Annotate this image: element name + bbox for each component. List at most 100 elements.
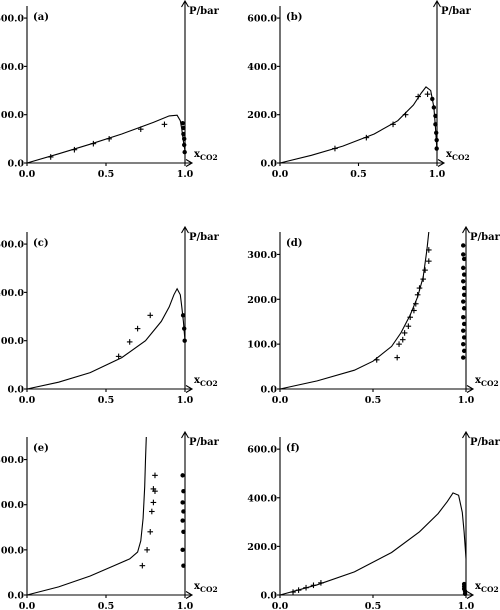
panel-d: 0.0 0.5 1.0 0.0 100.0 200.0 300.0 (d) P/bar xCO2 bbox=[247, 225, 500, 406]
liquid-point bbox=[137, 126, 144, 132]
panel-a: 0.0 0.5 1.0 0.0 200.0 400.0 600.0 (a) P/bar xCO2 bbox=[0, 0, 220, 180]
x-axis-arrow bbox=[437, 159, 446, 167]
y-tick-label: 0.0 bbox=[7, 591, 24, 602]
liquid-point bbox=[363, 134, 370, 141]
x-tick-label: 1.0 bbox=[177, 601, 194, 610]
plot-area bbox=[279, 492, 468, 596]
liquid-point bbox=[424, 91, 431, 97]
x-axis-title-main: x bbox=[194, 581, 201, 592]
x-tick-label: 0.0 bbox=[272, 601, 289, 610]
x-tick-label: 1.0 bbox=[177, 395, 194, 406]
liquid-point bbox=[295, 587, 302, 593]
panel-label: (a) bbox=[33, 12, 49, 23]
y-tick-label: 200.0 bbox=[0, 110, 24, 121]
y-tick-label: 400.0 bbox=[247, 493, 277, 504]
y-axis-arrow bbox=[462, 430, 470, 439]
plot-area bbox=[26, 437, 186, 596]
vapor-point bbox=[461, 279, 466, 284]
liquid-point bbox=[411, 307, 417, 314]
liquid-point bbox=[106, 136, 112, 142]
y-tick-label: 200.0 bbox=[247, 295, 277, 306]
model-curve bbox=[279, 86, 438, 164]
x-axis-arrow bbox=[185, 591, 194, 599]
liquid-point bbox=[310, 582, 317, 589]
model-curve bbox=[279, 492, 467, 596]
x-axis-arrow bbox=[185, 159, 194, 167]
x-axis-title-subscript: CO2 bbox=[200, 379, 218, 388]
vapor-point bbox=[180, 473, 185, 478]
y-axis-title: P/bar bbox=[470, 437, 500, 448]
liquid-point bbox=[147, 312, 154, 319]
x-tick-label: 1.0 bbox=[458, 395, 475, 406]
liquid-point bbox=[90, 140, 97, 147]
x-axis-title-subscript: CO2 bbox=[200, 153, 218, 162]
plot-area bbox=[279, 86, 439, 164]
liquid-point bbox=[161, 121, 168, 128]
vapor-point bbox=[182, 326, 187, 331]
y-tick-label: 0.0 bbox=[7, 159, 24, 170]
x-axis-title: xCO2 bbox=[446, 149, 470, 162]
x-axis-arrow bbox=[466, 385, 475, 393]
liquid-point bbox=[318, 580, 324, 586]
liquid-point bbox=[402, 111, 409, 118]
x-axis-title-main: x bbox=[446, 149, 453, 160]
vapor-point bbox=[182, 142, 187, 148]
liquid-point bbox=[139, 562, 146, 569]
liquid-point bbox=[149, 508, 155, 515]
liquid-point bbox=[332, 145, 338, 152]
y-tick-label: 400.0 bbox=[0, 62, 24, 73]
panel-e: 0.0 0.5 1.0 0.0 100.0 200.0 300.0 (e) P/bar xCO2 bbox=[0, 430, 220, 610]
vapor-point bbox=[182, 149, 187, 155]
x-axis-arrow bbox=[466, 591, 475, 599]
liquid-point bbox=[150, 499, 157, 506]
x-tick-label: 0.0 bbox=[19, 395, 36, 406]
vapor-point bbox=[433, 122, 438, 127]
y-tick-label: 0.0 bbox=[260, 385, 277, 396]
vapor-point bbox=[461, 355, 466, 360]
vapor-point bbox=[180, 518, 185, 523]
x-tick-label: 1.0 bbox=[458, 601, 475, 610]
panel-b: 0.0 0.5 1.0 0.0 200.0 400.0 600.0 (b) P/bar xCO2 bbox=[247, 0, 472, 180]
y-tick-label: 200.0 bbox=[0, 336, 24, 347]
y-axis-title: P/bar bbox=[441, 6, 472, 17]
vapor-point bbox=[181, 509, 186, 514]
x-axis-title-main: x bbox=[194, 149, 201, 160]
liquid-point bbox=[144, 547, 150, 553]
x-tick-label: 0.5 bbox=[98, 601, 115, 610]
vapor-point bbox=[434, 146, 439, 151]
liquid-point bbox=[394, 354, 400, 361]
liquid-point bbox=[373, 357, 380, 363]
y-tick-label: 100.0 bbox=[247, 340, 277, 351]
y-axis-arrow bbox=[462, 225, 470, 234]
vapor-point bbox=[434, 137, 439, 143]
y-tick-label: 0.0 bbox=[260, 591, 277, 602]
x-tick-label: 0.5 bbox=[350, 169, 367, 180]
x-tick-label: 0.5 bbox=[98, 395, 115, 406]
liquid-point bbox=[47, 154, 54, 160]
y-axis-title: P/bar bbox=[189, 232, 220, 243]
y-tick-label: 100.0 bbox=[0, 545, 24, 556]
plot-area bbox=[26, 287, 187, 390]
liquid-point bbox=[71, 146, 78, 153]
x-tick-label: 0.5 bbox=[365, 395, 382, 406]
liquid-point bbox=[426, 258, 432, 264]
model-curve bbox=[26, 437, 147, 596]
liquid-point bbox=[416, 285, 423, 291]
x-axis-title: xCO2 bbox=[194, 149, 218, 162]
y-tick-label: 400.0 bbox=[0, 288, 24, 299]
vapor-point bbox=[461, 328, 466, 333]
vapor-point bbox=[433, 113, 438, 119]
vapor-point bbox=[434, 130, 439, 136]
liquid-point bbox=[399, 336, 406, 343]
y-tick-label: 0.0 bbox=[7, 385, 24, 396]
vapor-point bbox=[182, 338, 187, 343]
y-axis-arrow bbox=[181, 225, 189, 234]
x-axis-title-subscript: CO2 bbox=[452, 153, 470, 162]
y-tick-label: 300.0 bbox=[0, 455, 24, 466]
liquid-point bbox=[303, 584, 309, 591]
vapor-point bbox=[181, 131, 186, 137]
plot-area bbox=[26, 114, 187, 164]
vapor-point bbox=[180, 547, 185, 553]
vapor-point bbox=[181, 563, 186, 568]
x-tick-label: 1.0 bbox=[177, 169, 194, 180]
